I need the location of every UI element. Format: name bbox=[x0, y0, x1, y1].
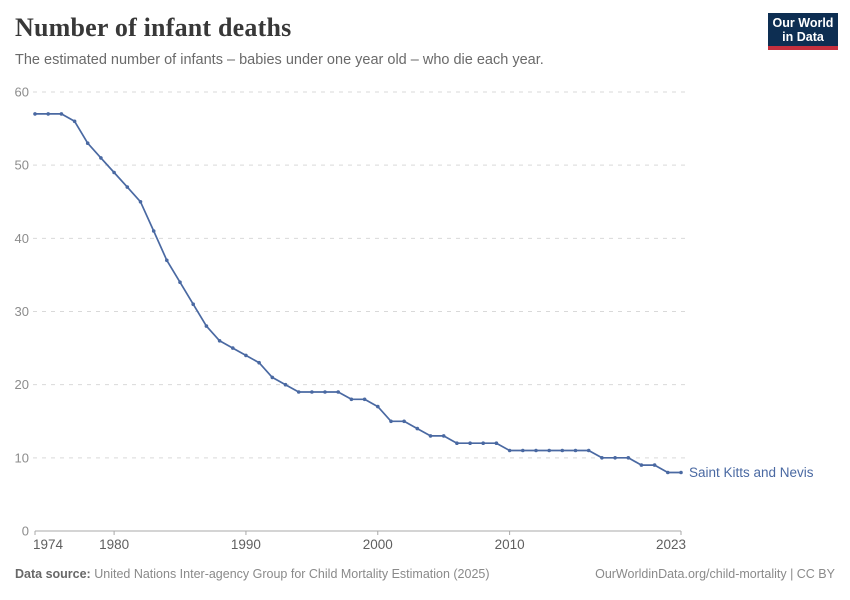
y-axis-labels: 0 10 20 30 40 50 60 bbox=[15, 85, 29, 539]
owid-logo-line1: Our World bbox=[772, 15, 834, 30]
svg-text:50: 50 bbox=[15, 158, 29, 173]
x-axis-labels: 1974 1980 1990 2000 2010 2023 bbox=[33, 537, 686, 552]
y-gridlines bbox=[33, 91, 685, 459]
x-axis bbox=[34, 530, 682, 535]
data-source-label: Data source: bbox=[15, 567, 91, 581]
chart-subtitle: The estimated number of infants – babies… bbox=[15, 52, 544, 68]
svg-text:10: 10 bbox=[15, 450, 29, 465]
owid-logo[interactable]: Our World in Data bbox=[768, 13, 838, 50]
svg-text:40: 40 bbox=[15, 231, 29, 246]
series-label: Saint Kitts and Nevis bbox=[689, 465, 814, 480]
data-line bbox=[34, 113, 682, 474]
owid-link[interactable]: OurWorldinData.org/child-mortality | CC … bbox=[595, 567, 835, 581]
owid-logo-line2: in Data bbox=[782, 29, 824, 44]
page-title: Number of infant deaths bbox=[15, 13, 292, 42]
data-source-note: Data source: United Nations Inter-agency… bbox=[15, 567, 490, 581]
svg-text:1990: 1990 bbox=[231, 537, 261, 552]
svg-text:30: 30 bbox=[15, 304, 29, 319]
svg-text:1980: 1980 bbox=[99, 537, 129, 552]
svg-text:2000: 2000 bbox=[363, 537, 393, 552]
svg-text:2023: 2023 bbox=[656, 537, 686, 552]
svg-text:20: 20 bbox=[15, 377, 29, 392]
svg-text:1974: 1974 bbox=[33, 537, 64, 552]
svg-text:0: 0 bbox=[22, 524, 29, 539]
svg-text:2010: 2010 bbox=[495, 537, 525, 552]
svg-text:60: 60 bbox=[15, 85, 29, 100]
data-source-text: United Nations Inter-agency Group for Ch… bbox=[94, 567, 490, 581]
data-points bbox=[33, 112, 683, 475]
